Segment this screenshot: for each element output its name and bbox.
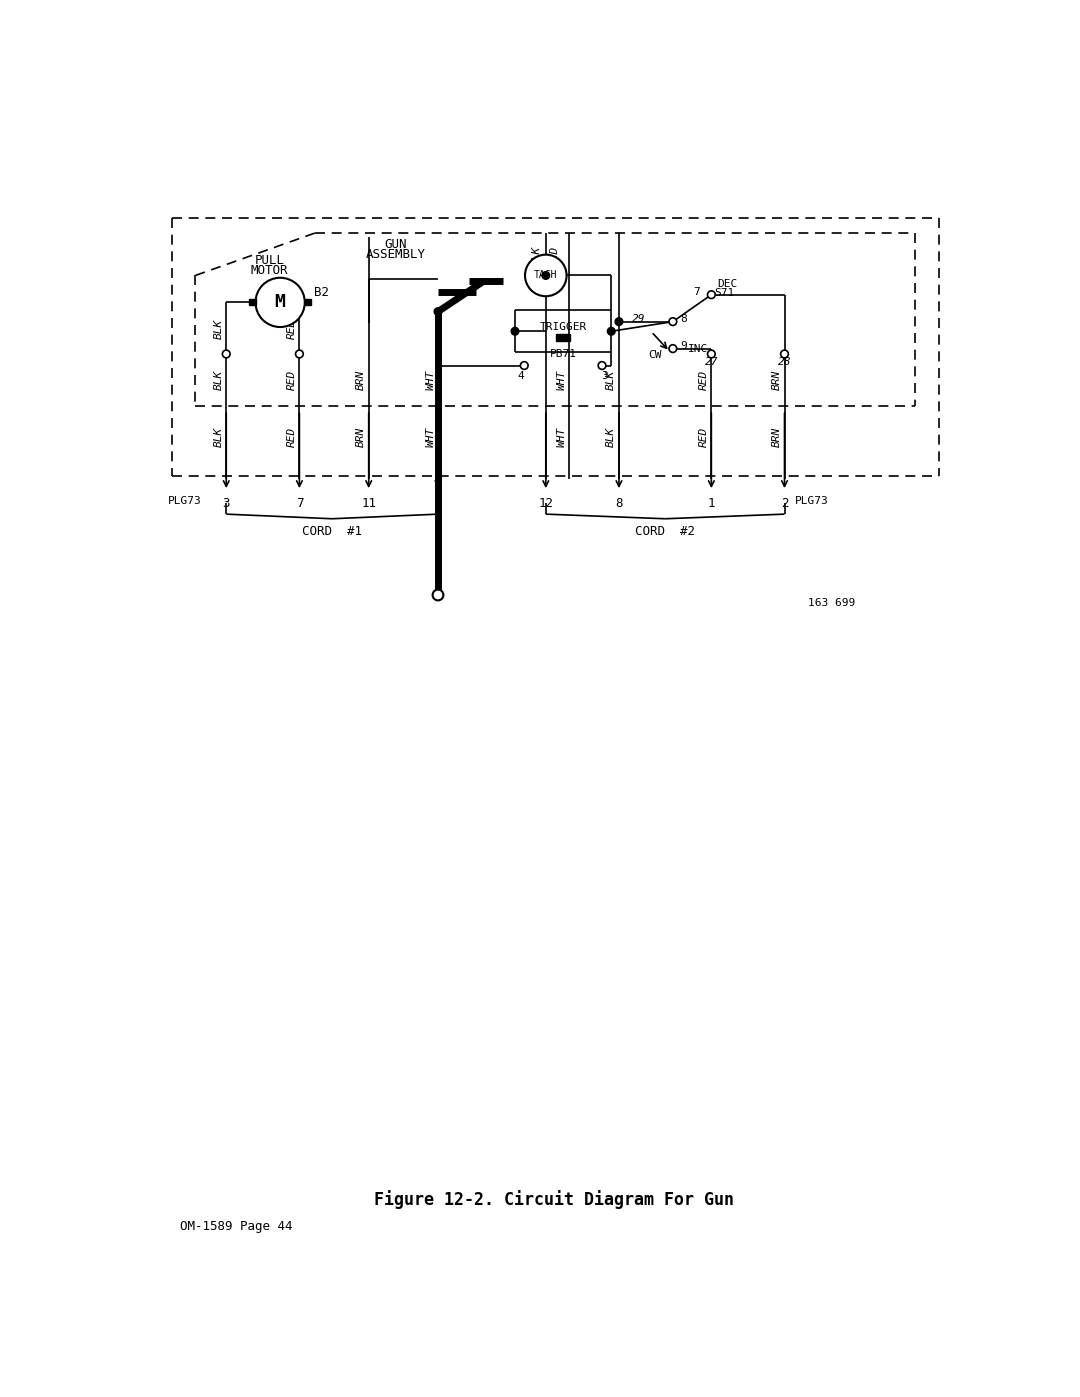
- Text: WHT: WHT: [556, 369, 566, 390]
- Text: 163 699: 163 699: [808, 598, 855, 608]
- Text: BLK: BLK: [214, 320, 224, 339]
- Text: OM-1589 Page 44: OM-1589 Page 44: [180, 1220, 293, 1234]
- Text: PLG73: PLG73: [167, 496, 202, 506]
- Circle shape: [707, 291, 715, 299]
- Text: 27: 27: [704, 356, 718, 366]
- Text: BRN: BRN: [356, 369, 366, 390]
- Circle shape: [256, 278, 305, 327]
- Bar: [305, 299, 311, 306]
- Text: CORD  #2: CORD #2: [635, 525, 696, 538]
- Text: S71: S71: [715, 288, 734, 298]
- Circle shape: [296, 351, 303, 358]
- Text: PB71: PB71: [550, 349, 577, 359]
- Text: TACH: TACH: [534, 271, 557, 281]
- Text: BLK: BLK: [606, 369, 617, 390]
- Text: 1: 1: [707, 497, 715, 510]
- Text: 4: 4: [517, 370, 525, 380]
- Text: BLK: BLK: [214, 427, 224, 447]
- Text: BLK: BLK: [531, 246, 541, 267]
- Text: 8: 8: [679, 314, 687, 324]
- Text: BRN: BRN: [356, 427, 366, 447]
- Text: WHT: WHT: [556, 427, 566, 447]
- Text: 7: 7: [296, 497, 303, 510]
- Text: TRIGGER: TRIGGER: [540, 323, 586, 332]
- Text: MOTOR: MOTOR: [251, 264, 288, 277]
- Circle shape: [781, 351, 788, 358]
- Circle shape: [616, 317, 623, 326]
- Circle shape: [669, 345, 677, 352]
- Text: PULL: PULL: [255, 254, 284, 267]
- Text: WHT: WHT: [426, 369, 435, 390]
- Text: ASSEMBLY: ASSEMBLY: [366, 249, 426, 261]
- Text: BRN: BRN: [772, 369, 782, 390]
- Text: RED: RED: [699, 427, 708, 447]
- Circle shape: [525, 254, 567, 296]
- Text: M: M: [274, 293, 285, 312]
- Text: GUN: GUN: [384, 237, 407, 251]
- Circle shape: [521, 362, 528, 369]
- Text: RED: RED: [286, 427, 297, 447]
- Text: 3: 3: [222, 497, 230, 510]
- Text: 4: 4: [434, 497, 442, 510]
- Text: RED: RED: [550, 246, 561, 267]
- Circle shape: [542, 271, 550, 279]
- Text: B2: B2: [314, 286, 329, 299]
- Circle shape: [433, 590, 444, 601]
- Text: CORD  #1: CORD #1: [302, 525, 362, 538]
- Circle shape: [669, 317, 677, 326]
- Text: 2: 2: [781, 497, 788, 510]
- Circle shape: [607, 327, 616, 335]
- Text: 7: 7: [693, 288, 700, 298]
- Text: Figure 12-2. Circuit Diagram For Gun: Figure 12-2. Circuit Diagram For Gun: [374, 1190, 733, 1208]
- Text: BRN: BRN: [772, 427, 782, 447]
- Text: BLK: BLK: [214, 369, 224, 390]
- Text: 9: 9: [679, 341, 687, 351]
- Circle shape: [707, 351, 715, 358]
- Text: RED: RED: [699, 369, 708, 390]
- Text: BLK: BLK: [606, 427, 617, 447]
- Text: RED: RED: [286, 369, 297, 390]
- Circle shape: [222, 351, 230, 358]
- Text: 12: 12: [538, 497, 553, 510]
- Circle shape: [511, 327, 518, 335]
- Text: RED: RED: [286, 320, 297, 339]
- Text: 29: 29: [633, 314, 646, 324]
- Text: DEC: DEC: [717, 279, 738, 289]
- Bar: [556, 334, 570, 341]
- Text: PLG73: PLG73: [795, 496, 829, 506]
- Text: WHT: WHT: [426, 427, 435, 447]
- Bar: [249, 299, 256, 306]
- Text: 3: 3: [600, 370, 608, 380]
- Text: 28: 28: [778, 356, 792, 366]
- Text: 8: 8: [616, 497, 623, 510]
- Text: INC: INC: [688, 344, 708, 353]
- Circle shape: [434, 307, 442, 316]
- Circle shape: [598, 362, 606, 369]
- Text: CW: CW: [648, 349, 662, 360]
- Text: 11: 11: [361, 497, 376, 510]
